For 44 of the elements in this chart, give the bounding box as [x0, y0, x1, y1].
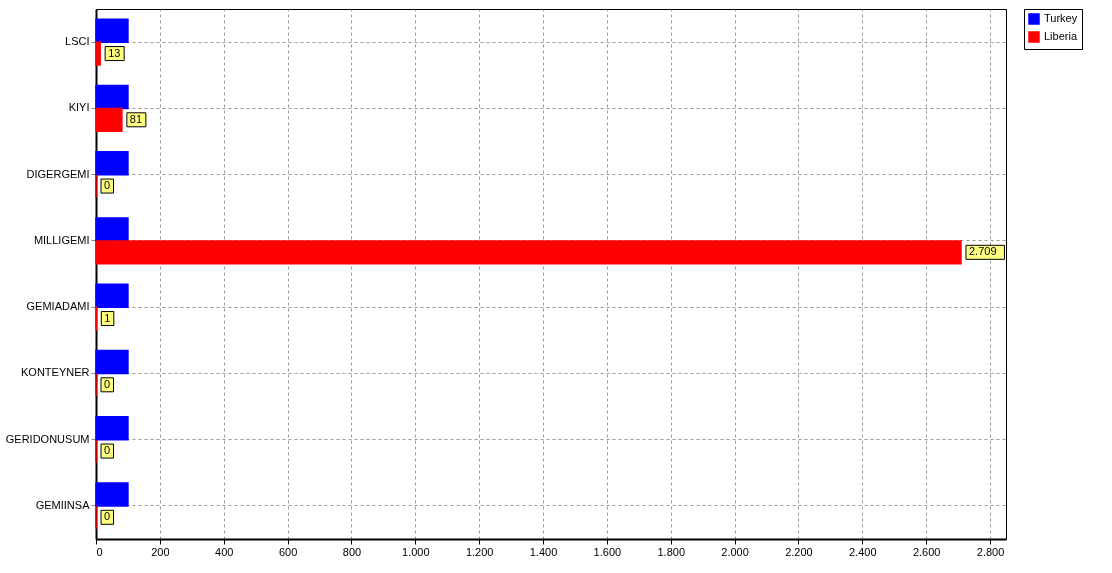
- bar: [95, 151, 129, 176]
- x-tick-label: 400: [215, 545, 234, 558]
- x-tick-label: 2.400: [849, 545, 877, 558]
- x-tick-label: 200: [151, 545, 170, 558]
- data-label: 2.709: [968, 245, 997, 258]
- y-tick-label: KONTEYNER: [21, 366, 90, 379]
- x-tick-label: 2.800: [976, 545, 1005, 558]
- x-tick-label: 600: [278, 545, 298, 558]
- x-tick-label: 2.000: [721, 545, 749, 558]
- bar: [95, 84, 129, 110]
- data-label: 0: [104, 510, 111, 523]
- y-tick-label: GERIDONUSUM: [5, 432, 90, 445]
- x-tick-label: 0: [96, 545, 103, 558]
- bar: [95, 349, 129, 375]
- bar: [95, 240, 962, 265]
- y-tick-label: KIYI: [68, 101, 90, 114]
- data-label: 0: [104, 377, 111, 390]
- data-label: 13: [108, 46, 121, 59]
- y-tick-label: MILLIGEMI: [33, 233, 90, 246]
- bar: [95, 41, 101, 66]
- y-tick-label: DIGERGEMI: [26, 167, 90, 180]
- data-label: 0: [104, 179, 111, 192]
- bar: [95, 482, 129, 507]
- data-label: 0: [104, 444, 111, 457]
- x-tick-label: 1.600: [593, 545, 622, 558]
- x-tick-label: 1.200: [465, 545, 494, 558]
- data-label: 1: [104, 311, 111, 324]
- bar: [95, 18, 129, 43]
- data-label: 81: [129, 112, 143, 125]
- x-tick-label: 1.000: [402, 545, 430, 558]
- x-tick-label: 1.800: [657, 545, 685, 558]
- y-tick-label: LSCI: [65, 35, 90, 48]
- legend-label: Turkey: [1044, 12, 1078, 24]
- bar: [95, 416, 129, 441]
- bar: [95, 107, 123, 132]
- x-tick-label: 800: [342, 545, 362, 558]
- x-tick-label: 2.600: [912, 545, 941, 558]
- bar: [95, 283, 129, 308]
- x-tick-label: 1.400: [529, 545, 558, 558]
- x-tick-label: 2.200: [785, 545, 813, 558]
- y-tick-label: GEMIADAMI: [26, 300, 90, 313]
- y-tick-label: GEMIINSA: [35, 498, 91, 511]
- bar: [95, 217, 129, 242]
- legend-label: Liberia: [1044, 30, 1078, 42]
